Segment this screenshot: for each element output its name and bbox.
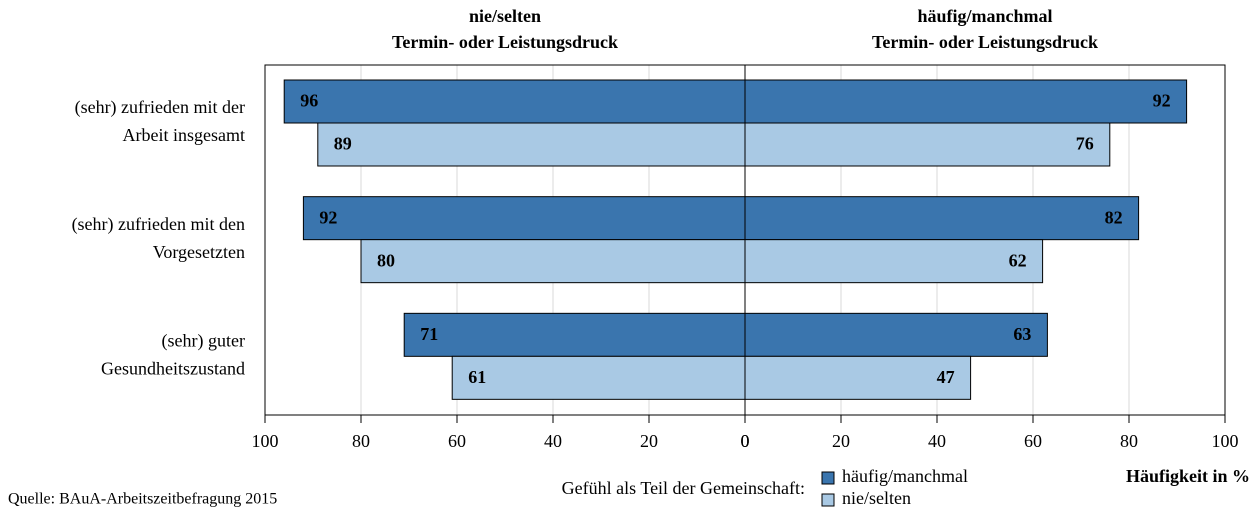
value-label: 62 [1009, 250, 1027, 270]
legend-label: häufig/manchmal [842, 466, 968, 486]
x-tick-label: 40 [544, 431, 562, 451]
source: Quelle: BAuA-Arbeitszeitbefragung 2015 [8, 491, 277, 508]
x-tick-label: 40 [928, 431, 946, 451]
category-label: Vorgesetzten [153, 242, 245, 262]
bar [317, 122, 746, 167]
legend-swatch [821, 493, 835, 507]
value-label: 61 [468, 367, 486, 387]
category-label: Gesundheitszustand [101, 358, 245, 378]
x-tick-label: 80 [1120, 431, 1138, 451]
x-tick-label: 100 [252, 431, 279, 451]
category-label: (sehr) zufrieden mit der [75, 97, 245, 118]
value-label: 92 [1153, 91, 1171, 111]
panel-title: nie/selten [469, 6, 541, 26]
value-label: 82 [1105, 207, 1123, 227]
bar [451, 355, 746, 400]
x-tick-label: 60 [1024, 431, 1042, 451]
value-label: 80 [377, 250, 395, 270]
x-tick-label: 0 [741, 431, 750, 451]
bar [283, 79, 746, 124]
bar [302, 196, 746, 241]
bar [744, 79, 1188, 124]
x-axis-label: Häufigkeit in % [1126, 466, 1250, 486]
x-tick-label: 100 [1212, 431, 1239, 451]
value-label: 63 [1013, 324, 1031, 344]
bar [744, 122, 1111, 167]
x-tick-label: 80 [352, 431, 370, 451]
legend-swatch [821, 471, 835, 485]
bar [744, 196, 1140, 241]
value-label: 89 [334, 134, 352, 154]
x-tick-label: 20 [832, 431, 850, 451]
x-tick-label: 0 [741, 431, 750, 451]
x-tick-label: 20 [640, 431, 658, 451]
x-tick-label: 60 [448, 431, 466, 451]
bar [403, 312, 746, 357]
value-label: 96 [300, 91, 318, 111]
legend-title: Gefühl als Teil der Gemeinschaft: [562, 478, 805, 498]
legend-label: nie/selten [842, 488, 911, 508]
panel-title: Termin- oder Leistungsdruck [872, 32, 1098, 52]
panel-title: häufig/manchmal [917, 6, 1052, 26]
value-label: 47 [937, 367, 955, 387]
value-label: 71 [420, 324, 438, 344]
value-label: 92 [319, 207, 337, 227]
bar [360, 239, 746, 284]
bar [744, 312, 1048, 357]
category-label: (sehr) guter [162, 330, 245, 351]
panel-title: Termin- oder Leistungsdruck [392, 32, 618, 52]
category-label: (sehr) zufrieden mit den [72, 214, 245, 235]
value-label: 76 [1076, 134, 1094, 154]
category-label: Arbeit insgesamt [123, 125, 245, 145]
bar [744, 239, 1044, 284]
